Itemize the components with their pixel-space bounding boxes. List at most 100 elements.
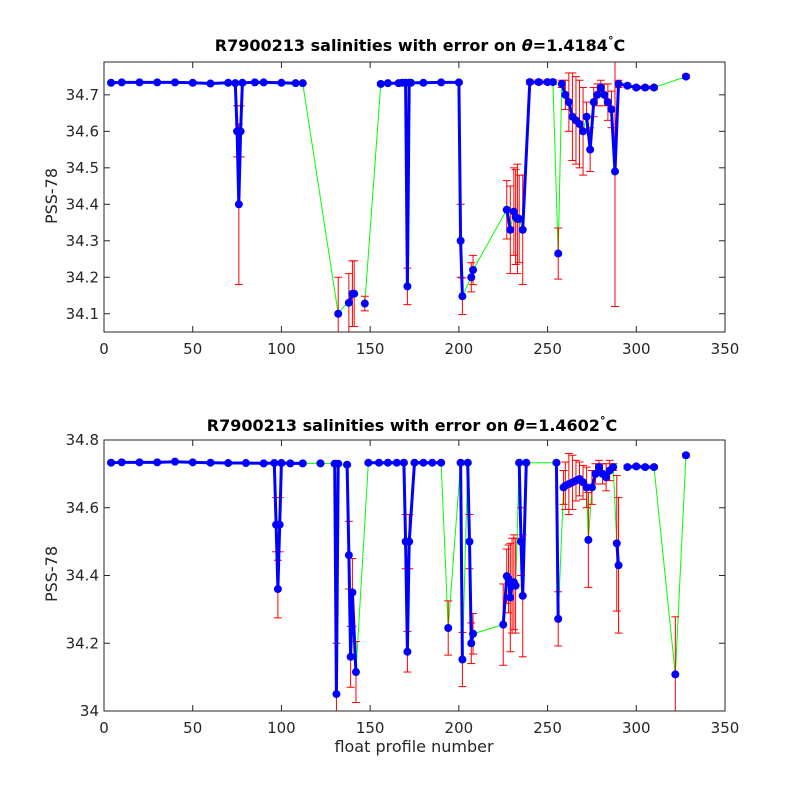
data-point	[584, 535, 593, 544]
plot-area: 0 50 100 150 200 250 300 350 34 34.2 34.4 34.6 34.8	[66, 431, 740, 737]
x-tick-label: 300	[622, 340, 651, 358]
data-point	[135, 78, 144, 87]
gap-connector-line	[472, 209, 508, 271]
data-point	[277, 78, 286, 87]
data-point	[270, 459, 279, 468]
y-tick-label: 34.3	[66, 232, 99, 250]
data-point	[600, 90, 609, 99]
data-point	[612, 539, 621, 548]
data-point	[405, 537, 414, 546]
data-point	[231, 79, 240, 88]
data-point	[610, 167, 619, 176]
y-tick-label: 34.4	[66, 567, 99, 585]
data-point	[348, 588, 357, 597]
data-point	[614, 561, 623, 570]
y-tick-label: 34.6	[66, 499, 99, 517]
series-line	[627, 464, 654, 469]
y-tick-label: 34.2	[66, 268, 99, 286]
data-point	[469, 265, 478, 274]
data-point	[170, 78, 179, 87]
data-point	[332, 690, 341, 699]
data-point	[641, 463, 650, 472]
data-point	[376, 79, 385, 88]
gap-connector-line	[674, 455, 687, 675]
data-point	[499, 620, 508, 629]
data-point	[518, 591, 527, 600]
data-point	[614, 79, 623, 88]
data-point	[596, 83, 605, 92]
series-line	[554, 462, 560, 619]
x-tick-label: 0	[99, 719, 109, 737]
y-tick-label: 34.7	[66, 86, 99, 104]
data-point	[454, 78, 463, 87]
data-point	[234, 200, 243, 209]
data-point	[465, 537, 474, 546]
data-point	[259, 78, 268, 87]
gap-connector-line	[653, 467, 676, 675]
data-point	[334, 309, 343, 318]
y-tick-label: 34.8	[66, 431, 99, 449]
y-tick-label: 34.6	[66, 122, 99, 140]
data-point	[419, 78, 428, 87]
data-point	[334, 459, 343, 468]
x-tick-label: 100	[267, 340, 296, 358]
data-point	[575, 120, 584, 129]
data-point	[564, 98, 573, 107]
data-point	[467, 273, 476, 282]
data-point	[188, 78, 197, 87]
data-point	[609, 463, 618, 472]
data-point	[298, 79, 307, 88]
data-point	[681, 451, 690, 460]
data-point	[298, 459, 307, 468]
data-point	[641, 83, 650, 92]
data-point	[586, 145, 595, 154]
data-point	[548, 78, 557, 87]
data-point	[346, 652, 355, 661]
gap-connector-line	[653, 76, 687, 89]
data-point	[403, 282, 412, 291]
x-tick-label: 250	[533, 340, 562, 358]
data-point	[419, 458, 428, 467]
data-point	[502, 205, 511, 214]
chart-title: R7900213 salinities with error on θ=1.41…	[215, 34, 625, 55]
data-point	[117, 78, 126, 87]
data-point	[469, 629, 478, 638]
data-point	[135, 458, 144, 467]
data-point	[623, 81, 632, 90]
data-point	[506, 593, 515, 602]
data-point	[170, 457, 179, 466]
data-point	[456, 236, 465, 245]
gap-connector-line	[557, 83, 563, 254]
data-point	[117, 458, 126, 467]
data-point	[593, 90, 602, 99]
data-point	[392, 458, 401, 467]
gap-connector-line	[302, 83, 339, 314]
data-point	[671, 670, 680, 679]
chart-top: R7900213 salinities with error on θ=1.41…	[42, 34, 739, 358]
series-line	[560, 83, 574, 118]
data-point	[456, 458, 465, 467]
series-line	[466, 462, 475, 645]
data-point	[153, 78, 162, 87]
data-point	[632, 462, 641, 471]
data-point	[632, 83, 641, 92]
data-point	[360, 299, 369, 308]
series-line	[517, 462, 528, 598]
data-point	[525, 78, 534, 87]
gap-connector-line	[355, 462, 369, 673]
chart-title: R7900213 salinities with error on θ=1.46…	[207, 414, 617, 435]
data-point	[406, 78, 415, 87]
series-line	[459, 462, 464, 660]
data-point	[463, 458, 472, 467]
gap-connector-line	[364, 83, 382, 304]
y-tick-label: 34.5	[66, 159, 99, 177]
data-point	[467, 639, 476, 648]
data-layer	[107, 451, 690, 711]
data-point	[458, 292, 467, 301]
data-point	[603, 98, 612, 107]
data-point	[458, 655, 467, 664]
x-tick-label: 250	[533, 719, 562, 737]
y-tick-label: 34.1	[66, 305, 99, 323]
